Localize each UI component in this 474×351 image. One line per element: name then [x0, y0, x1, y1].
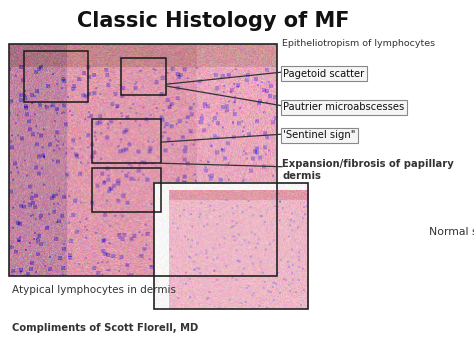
Bar — [92, 119, 161, 163]
Text: Compliments of Scott Florell, MD: Compliments of Scott Florell, MD — [12, 323, 198, 333]
Bar — [121, 58, 166, 95]
Text: Pautrier microabscesses: Pautrier microabscesses — [283, 102, 405, 112]
Bar — [24, 51, 88, 102]
Text: Atypical lymphocytes in dermis: Atypical lymphocytes in dermis — [12, 285, 176, 294]
Bar — [9, 44, 277, 276]
Text: Expansion/fibrosis of papillary
dermis: Expansion/fibrosis of papillary dermis — [282, 159, 454, 181]
Text: Normal skin: Normal skin — [429, 227, 474, 237]
Bar — [154, 183, 308, 309]
Text: Epitheliotropism of lymphocytes: Epitheliotropism of lymphocytes — [282, 39, 435, 48]
Text: 'Sentinel sign": 'Sentinel sign" — [283, 130, 356, 140]
Bar — [92, 168, 161, 212]
Text: Classic Histology of MF: Classic Histology of MF — [77, 11, 349, 31]
Text: Pagetoid scatter: Pagetoid scatter — [283, 69, 365, 79]
